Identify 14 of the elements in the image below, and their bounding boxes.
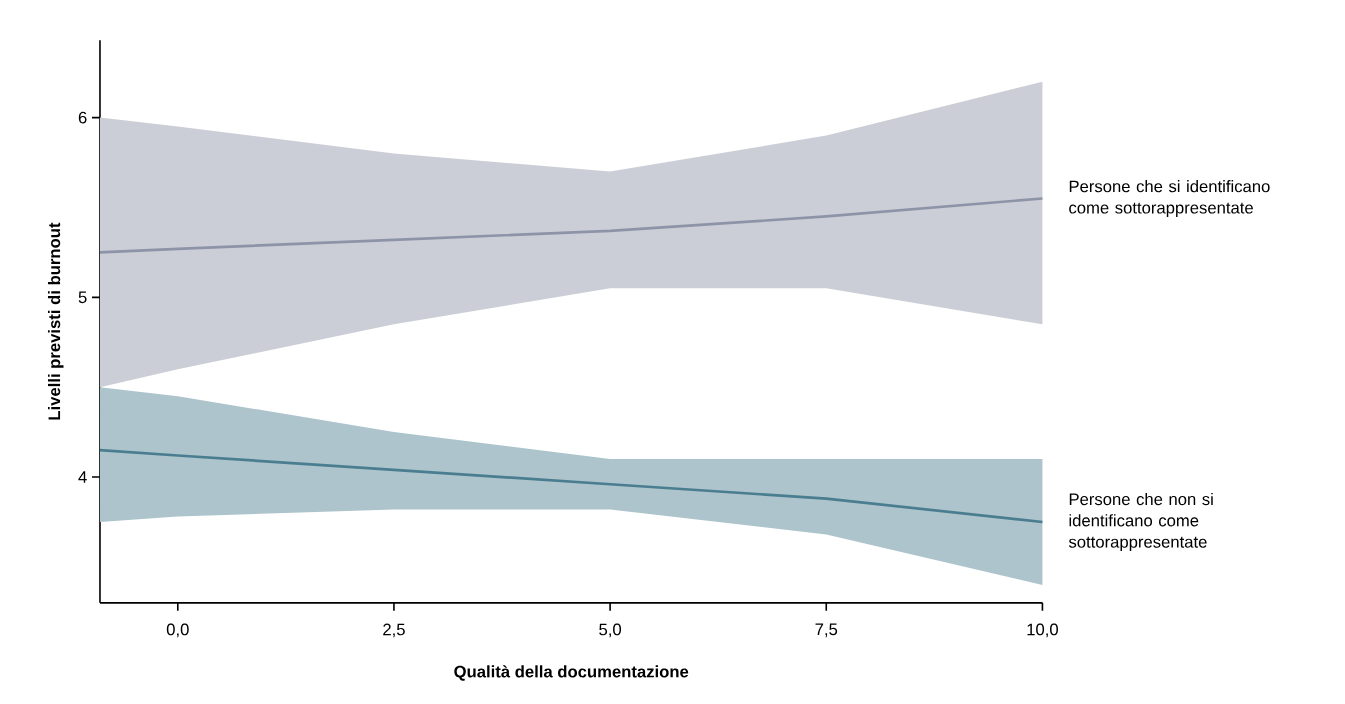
line-series <box>98 448 1044 524</box>
x-tick-label: 7,5 <box>815 623 838 638</box>
y-tick-label: 6 <box>78 111 87 124</box>
y-tick-label: 5 <box>78 291 87 304</box>
x-axis-title: Qualità della documentazione <box>454 665 689 681</box>
line-series <box>98 197 1044 254</box>
x-tick-label: 5,0 <box>599 623 622 638</box>
x-tick-label: 10,0 <box>1027 623 1058 638</box>
x-tick-label: 0,0 <box>166 623 189 638</box>
y-tick-label: 4 <box>78 471 87 483</box>
series-label: Persone che non si identificano come sottorappresentate <box>1068 492 1213 552</box>
y-axis-title: Livelli previsti di burnout <box>47 222 64 420</box>
series-label: Persone che si identificano come sottorappresentate <box>1069 180 1270 217</box>
x-tick-label: 2,5 <box>383 623 405 638</box>
